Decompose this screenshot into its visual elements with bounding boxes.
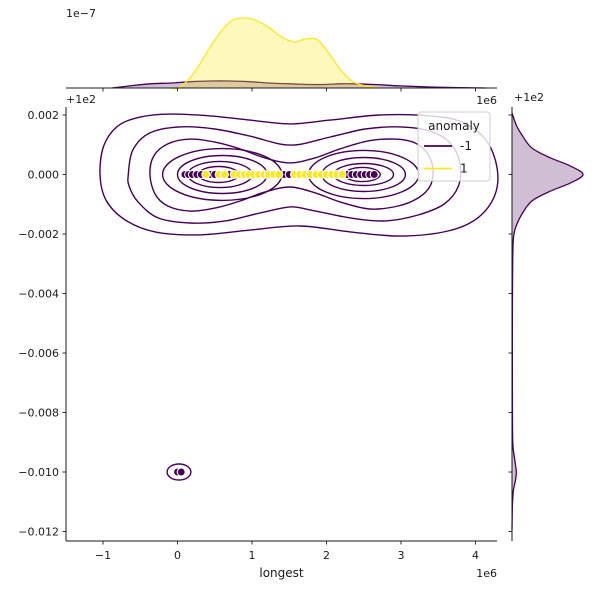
y-tick-label: 0.002 — [28, 109, 60, 122]
scatter-point — [201, 169, 211, 180]
y-tick-label: −0.012 — [18, 526, 59, 539]
top-marginal-scale-label: 1e−7 — [66, 7, 96, 20]
right-marginal-offset-label: +1e2 — [514, 91, 544, 104]
y-tick-label: −0.008 — [18, 407, 59, 420]
legend-label--1: -1 — [460, 139, 472, 153]
legend-title: anomaly — [428, 119, 480, 133]
x-tick-label: −1 — [95, 549, 111, 562]
y-tick-label: −0.002 — [18, 228, 59, 241]
top-marginal-multiplier-label: 1e6 — [476, 94, 497, 107]
scatter-series--1 — [172, 169, 379, 477]
scatter-point — [337, 169, 347, 180]
top-marginal-axes: 1e−7 1e6 — [66, 7, 497, 107]
x-tick-label: 2 — [323, 549, 330, 562]
x-tick-label: 3 — [397, 549, 404, 562]
x-tick-label: 4 — [472, 549, 479, 562]
top-kde-line--1 — [111, 80, 486, 89]
contour-level — [127, 126, 462, 224]
right-kde-fill--1 — [512, 112, 583, 531]
x-axis-multiplier-label: 1e6 — [476, 567, 497, 580]
contour-level — [99, 113, 499, 237]
legend-box — [417, 111, 491, 182]
contour-level — [166, 463, 192, 481]
scatter-point — [369, 169, 379, 180]
legend: anomaly -1 1 — [417, 111, 491, 182]
y-tick-label: −0.006 — [18, 347, 59, 360]
scatter-point — [176, 467, 186, 477]
y-tick-label: 0.000 — [28, 169, 60, 182]
x-axis-label: longest — [259, 566, 304, 580]
x-tick-label: 0 — [174, 549, 181, 562]
y-axis-offset-label: +1e2 — [66, 93, 96, 106]
top-kde-line-1 — [169, 17, 381, 90]
top-kde-fill-1 — [170, 18, 381, 89]
legend-label-1: 1 — [460, 162, 468, 176]
scatter-point — [274, 169, 284, 180]
scatter-series-1 — [201, 169, 347, 180]
y-tick-label: −0.004 — [18, 288, 59, 301]
scatter-point — [219, 169, 229, 180]
x-tick-label: 1 — [248, 549, 255, 562]
right-kde-line--1 — [511, 112, 584, 531]
joint-axes: 0.002 0.000 −0.002 −0.004 −0.006 −0.008 −0.010… — [18, 93, 499, 580]
y-tick-label: −0.010 — [18, 466, 59, 479]
right-marginal-axes: +1e2 — [508, 91, 584, 541]
